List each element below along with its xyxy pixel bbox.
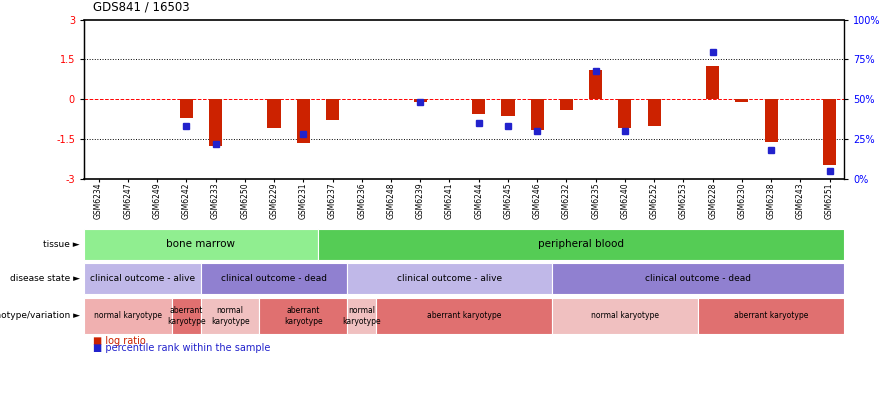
Bar <box>648 99 660 126</box>
Bar <box>326 99 339 120</box>
Text: ■ log ratio: ■ log ratio <box>93 335 146 346</box>
Bar <box>472 99 485 114</box>
Bar <box>347 298 377 334</box>
Bar <box>552 298 698 334</box>
Bar <box>552 263 844 294</box>
Bar <box>179 99 193 118</box>
Bar <box>706 66 720 99</box>
Bar <box>823 99 836 166</box>
Bar <box>318 229 844 260</box>
Text: tissue ►: tissue ► <box>43 240 80 249</box>
Text: GDS841 / 16503: GDS841 / 16503 <box>93 1 189 14</box>
Bar <box>259 298 347 334</box>
Bar <box>414 99 427 102</box>
Bar <box>209 99 222 145</box>
Text: disease state ►: disease state ► <box>10 274 80 283</box>
Text: clinical outcome - dead: clinical outcome - dead <box>645 274 751 283</box>
Bar <box>735 99 749 102</box>
Text: normal
karyotype: normal karyotype <box>342 306 381 326</box>
Text: aberrant
karyotype: aberrant karyotype <box>167 306 206 326</box>
Text: genotype/variation ►: genotype/variation ► <box>0 311 80 320</box>
Text: aberrant karyotype: aberrant karyotype <box>427 311 501 320</box>
Text: normal
karyotype: normal karyotype <box>211 306 249 326</box>
Bar <box>765 99 778 141</box>
Bar <box>84 229 318 260</box>
Text: clinical outcome - alive: clinical outcome - alive <box>397 274 502 283</box>
Bar <box>501 99 514 116</box>
Bar <box>530 99 544 129</box>
Text: bone marrow: bone marrow <box>166 239 235 249</box>
Bar <box>698 298 844 334</box>
Bar <box>589 70 602 99</box>
Bar <box>268 99 280 128</box>
Bar <box>201 298 259 334</box>
Bar <box>347 263 552 294</box>
Text: clinical outcome - dead: clinical outcome - dead <box>221 274 327 283</box>
Bar <box>84 263 201 294</box>
Bar <box>171 298 201 334</box>
Bar <box>201 263 347 294</box>
Bar <box>84 298 171 334</box>
Text: aberrant karyotype: aberrant karyotype <box>734 311 808 320</box>
Bar <box>377 298 552 334</box>
Bar <box>618 99 631 128</box>
Bar <box>297 99 310 143</box>
Text: clinical outcome - alive: clinical outcome - alive <box>90 274 195 283</box>
Text: aberrant
karyotype: aberrant karyotype <box>284 306 323 326</box>
Text: normal karyotype: normal karyotype <box>591 311 659 320</box>
Text: peripheral blood: peripheral blood <box>538 239 624 249</box>
Bar <box>560 99 573 110</box>
Text: ■ percentile rank within the sample: ■ percentile rank within the sample <box>93 343 271 354</box>
Text: normal karyotype: normal karyotype <box>94 311 162 320</box>
